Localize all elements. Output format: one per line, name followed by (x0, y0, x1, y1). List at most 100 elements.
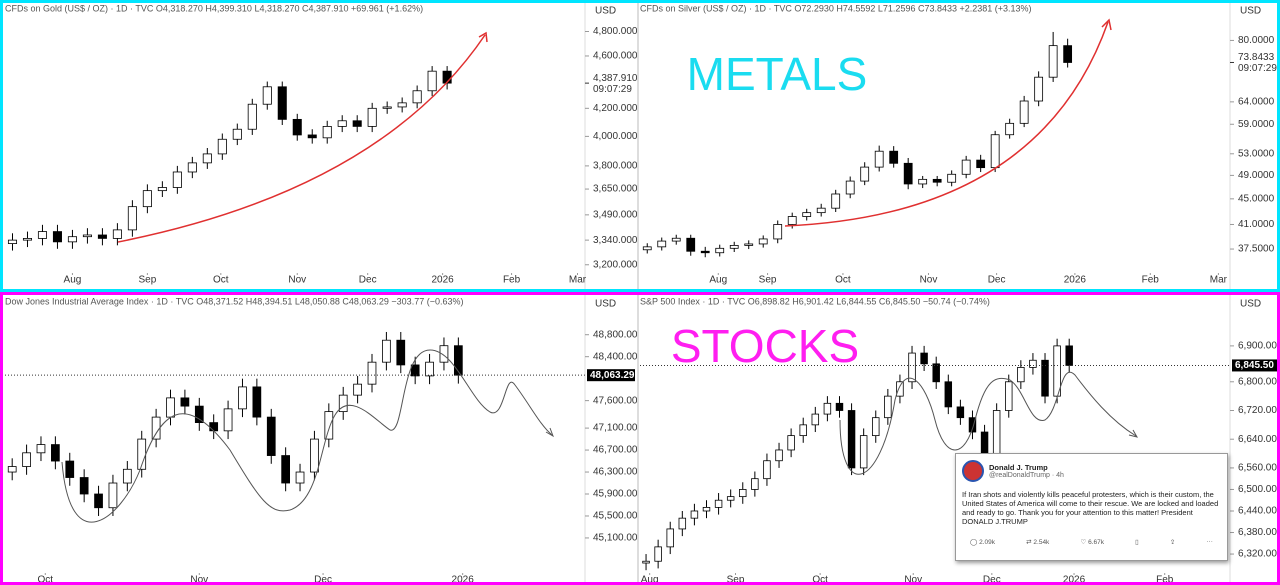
candle-body (187, 162, 197, 173)
y-tick-label: 6,800.00 (1238, 376, 1277, 387)
social-post: Donald J. Trump @realDonaldTrump · 4h If… (955, 453, 1228, 561)
chart-header: S&P 500 Index · 1D · TVC O6,898.82 H6,90… (640, 296, 990, 306)
arrow-head (478, 31, 488, 43)
replies[interactable]: ◯ 2.09k (970, 539, 995, 546)
candle-body (324, 411, 334, 440)
y-tick-label: 3,490.000 (593, 209, 638, 220)
candle-body (22, 452, 31, 467)
candle-body (1005, 122, 1015, 136)
candle-body (382, 339, 391, 363)
x-tick-label: Mar (569, 275, 587, 286)
chart-header: CFDs on Silver (US$ / OZ) · 1D · TVC O72… (640, 3, 1032, 13)
candle-body (79, 477, 89, 495)
candle-body (396, 339, 406, 366)
candle-body (968, 417, 977, 433)
candle-body (367, 107, 377, 127)
candle-body (980, 431, 989, 454)
x-tick-label: Oct (812, 575, 828, 585)
candle-body (758, 238, 768, 245)
projection-curves (61, 349, 1139, 523)
candle-body (22, 238, 33, 241)
reposts[interactable]: ⇄ 2.54k (1026, 539, 1050, 546)
y-tick-label: 48,400.00 (593, 351, 638, 362)
candle-body (94, 493, 103, 509)
arrow (784, 21, 1109, 227)
more[interactable]: ··· (1206, 538, 1213, 545)
candle-body (202, 153, 212, 164)
candle-body (353, 383, 362, 396)
candle-body (97, 234, 107, 239)
y-tick-label: 47,100.00 (593, 423, 638, 434)
y-tick-label: 4,600.000 (593, 51, 638, 62)
candle-body (439, 345, 449, 363)
candle-body (787, 216, 797, 225)
y-tick-label: 4,200.000 (593, 103, 638, 114)
candle-body (944, 381, 953, 408)
y-tick-label: 45,100.00 (593, 533, 638, 544)
currency-label: USD (1240, 6, 1261, 17)
candle-body (1019, 100, 1029, 124)
price-box (587, 369, 635, 382)
candle-body (194, 405, 204, 423)
candle-body (352, 120, 362, 127)
y-tick-label: 6,720.00 (1238, 405, 1277, 416)
candle-body (802, 212, 812, 217)
share[interactable]: ⇪ (1169, 539, 1176, 546)
candle-body (82, 234, 92, 238)
candle-body (1041, 359, 1049, 397)
candle-body (266, 416, 276, 456)
candle-body (845, 180, 855, 195)
candle-body (744, 243, 754, 246)
candle-body (223, 408, 233, 432)
y-tick-label: 49.0000 (1238, 170, 1275, 181)
x-tick-label: Nov (920, 275, 938, 286)
candle-body (947, 173, 957, 183)
candle-body (1029, 359, 1037, 368)
price-time: 09:07:29 (1238, 63, 1277, 74)
candle-body (872, 417, 880, 437)
stocks-frame (0, 292, 1280, 585)
currency-label: USD (595, 6, 616, 17)
candle-body (729, 244, 739, 249)
candle-body (252, 386, 262, 418)
y-tick-label: 37.5000 (1238, 244, 1275, 255)
x-tick-label: 2026 (452, 575, 475, 585)
x-tick-label: Aug (709, 275, 727, 286)
price-label: 6,845.50 (1235, 360, 1274, 371)
candle-body (918, 178, 928, 185)
candle-body (671, 237, 681, 242)
candle-body (714, 499, 723, 508)
y-tick-label: 64.0000 (1238, 97, 1275, 108)
candle-body (425, 361, 434, 377)
candle-body (217, 138, 227, 155)
x-tick-label: Nov (190, 575, 208, 585)
price-label: 73.8433 (1238, 52, 1275, 63)
y-tick-label: 53.0000 (1238, 148, 1275, 159)
candle-body (281, 455, 291, 484)
annotation: STOCKS (671, 320, 859, 372)
candle-body (990, 134, 1000, 169)
candle-body (127, 206, 137, 231)
candle-body (112, 229, 122, 239)
candle-body (172, 171, 182, 188)
plots: CFDs on Gold (US$ / OZ) · 1D · TVC O4,31… (5, 3, 1280, 585)
bookmark[interactable]: ▯ (1135, 539, 1139, 546)
candle-body (763, 460, 771, 480)
annotation: METALS (687, 48, 868, 100)
y-tick-label: 6,320.00 (1238, 549, 1277, 560)
curve-head (545, 427, 554, 438)
x-tick-label: Sep (759, 275, 777, 286)
likes[interactable]: ♡ 6.67k (1080, 539, 1104, 546)
candle-body (847, 410, 856, 469)
candle-body (51, 444, 60, 462)
candle-body (715, 247, 725, 254)
candle-body (247, 103, 257, 130)
x-tick-label: Nov (904, 575, 922, 585)
candle-body (337, 120, 347, 127)
candle-body (976, 159, 986, 169)
currency-label: USD (1240, 299, 1261, 310)
currency-label: USD (595, 299, 616, 310)
metals-frame (0, 0, 1280, 292)
candle-body (1005, 381, 1013, 411)
